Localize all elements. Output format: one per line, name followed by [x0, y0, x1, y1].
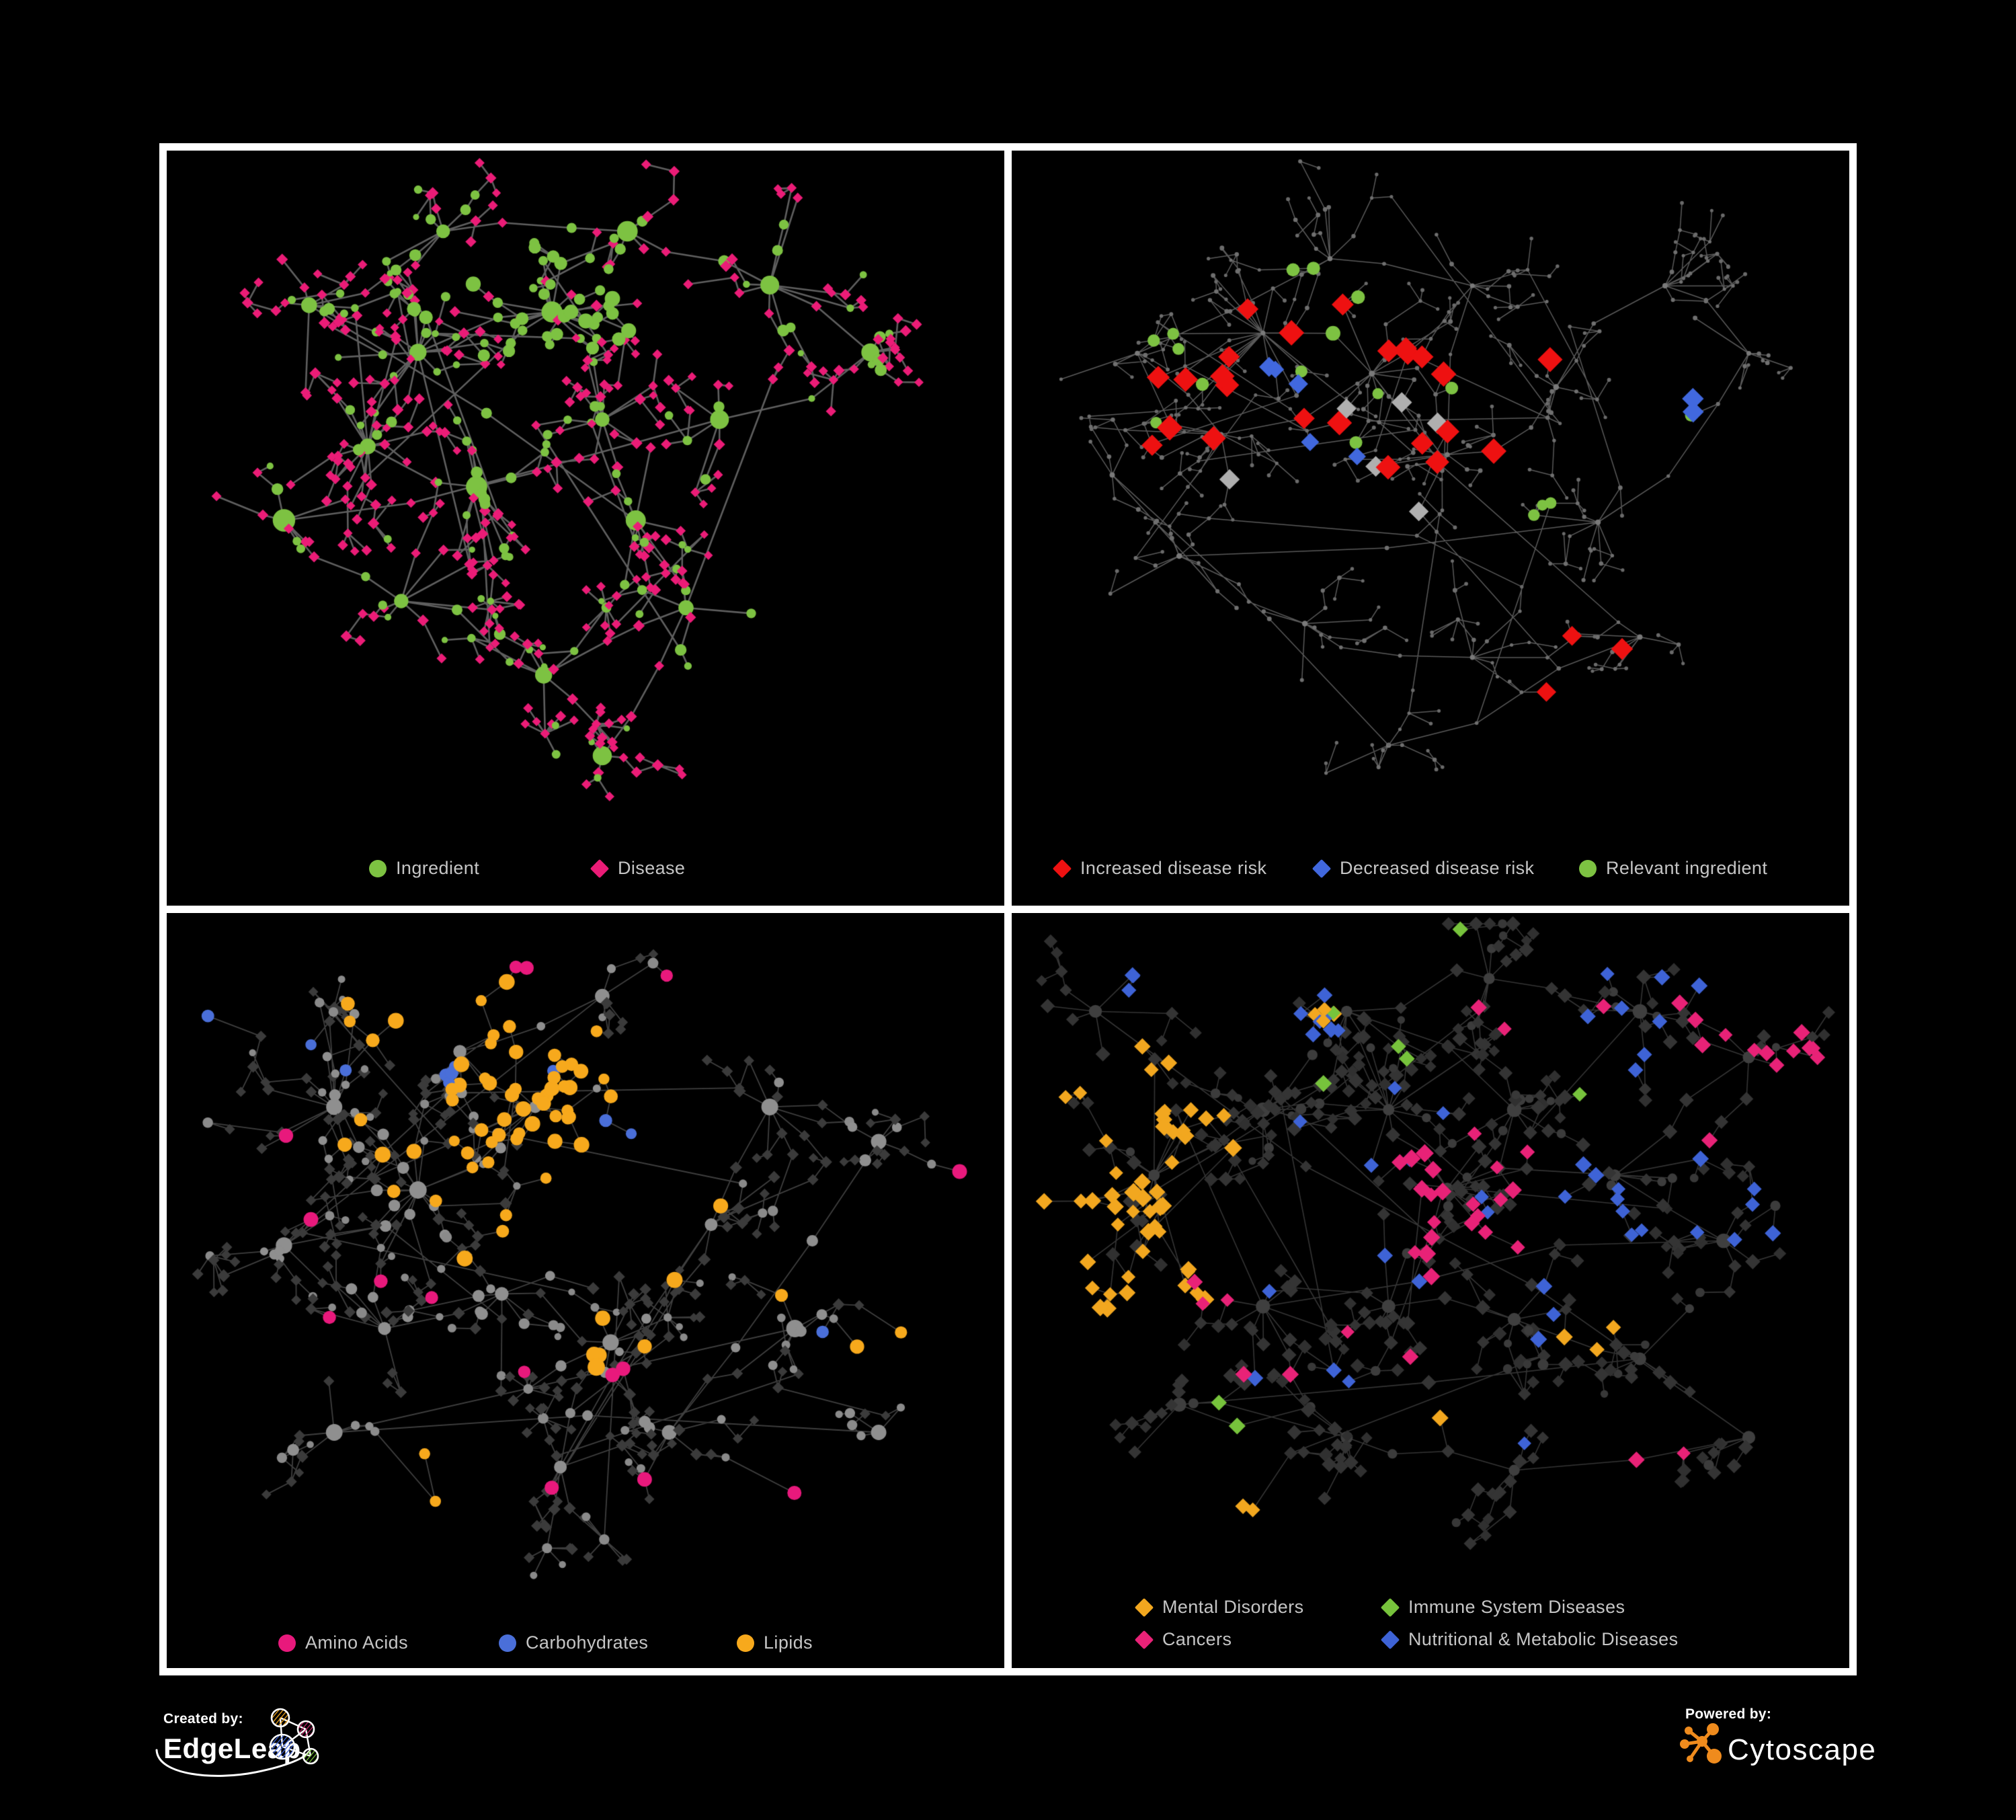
legend-increased-risk: Increased disease risk — [1052, 858, 1267, 878]
powered-by-label: Powered by: — [1685, 1706, 1772, 1722]
cancers-legend-label: Cancers — [1162, 1629, 1232, 1649]
amino-acids-legend-label: Amino Acids — [305, 1632, 408, 1653]
carbohydrates-legend-marker-icon — [499, 1634, 516, 1652]
mental-disorders-legend-marker-icon — [1134, 1597, 1154, 1617]
cancers-legend-marker-icon — [1134, 1630, 1154, 1649]
carbohydrates-legend-label: Carbohydrates — [526, 1632, 649, 1653]
legend-lipids: Lipids — [737, 1634, 813, 1652]
ingredient-disease-network-canvas — [167, 151, 1004, 906]
increased-risk-legend-marker-icon — [1052, 859, 1072, 878]
panel-nutrient-classes: Amino Acids Carbohydrates Lipids — [167, 913, 1004, 1668]
legend-carbohydrates: Carbohydrates — [499, 1634, 648, 1652]
legend-nutritional-metabolic: Nutritional & Metabolic Diseases — [1380, 1629, 1679, 1649]
nutritional-metabolic-legend-marker-icon — [1380, 1630, 1400, 1649]
increased-risk-legend-label: Increased disease risk — [1080, 858, 1267, 878]
disease-risk-network-canvas — [1012, 151, 1849, 906]
nutrient-class-network-canvas — [167, 913, 1004, 1668]
panel-ingredient-disease: Ingredient Disease — [167, 151, 1004, 906]
legend-ingredient: Ingredient — [369, 859, 479, 877]
legend-relevant-ingredient: Relevant ingredient — [1579, 859, 1767, 877]
legend-decreased-risk: Decreased disease risk — [1312, 858, 1535, 878]
disease-legend-label: Disease — [618, 858, 686, 878]
decreased-risk-legend-label: Decreased disease risk — [1340, 858, 1535, 878]
immune-diseases-legend-marker-icon — [1380, 1597, 1400, 1617]
nutritional-metabolic-legend-label: Nutritional & Metabolic Diseases — [1408, 1629, 1679, 1649]
lipids-legend-label: Lipids — [764, 1632, 813, 1653]
relevant-ingredient-legend-label: Relevant ingredient — [1606, 858, 1768, 878]
panel-disease-risk: Increased disease risk Decreased disease… — [1012, 151, 1849, 906]
legend-mental-disorders: Mental Disorders — [1134, 1597, 1304, 1617]
legend-immune-diseases: Immune System Diseases — [1380, 1597, 1625, 1617]
disease-category-network-canvas — [1012, 913, 1849, 1668]
ingredient-legend-marker-icon — [369, 859, 387, 877]
legend-cancers: Cancers — [1134, 1629, 1232, 1649]
created-by-label: Created by: — [163, 1711, 243, 1727]
cytoscape-wordmark: Cytoscape — [1728, 1733, 1877, 1766]
immune-diseases-legend-label: Immune System Diseases — [1408, 1597, 1625, 1617]
amino-acids-legend-marker-icon — [278, 1634, 296, 1652]
lipids-legend-marker-icon — [737, 1634, 754, 1652]
panel-grid-frame: Ingredient Disease Increased disease ris… — [159, 143, 1857, 1675]
legend-amino-acids: Amino Acids — [278, 1634, 408, 1652]
relevant-ingredient-legend-marker-icon — [1579, 859, 1597, 877]
decreased-risk-legend-marker-icon — [1312, 859, 1332, 878]
legend-disease: Disease — [590, 858, 686, 878]
cytoscape-logo-icon — [1680, 1723, 1722, 1764]
panel-disease-categories: Mental Disorders Immune System Diseases … — [1012, 913, 1849, 1668]
disease-legend-marker-icon — [590, 859, 610, 878]
mental-disorders-legend-label: Mental Disorders — [1162, 1597, 1304, 1617]
ingredient-legend-label: Ingredient — [396, 858, 480, 878]
edgeleap-logo-icon — [155, 1708, 319, 1777]
